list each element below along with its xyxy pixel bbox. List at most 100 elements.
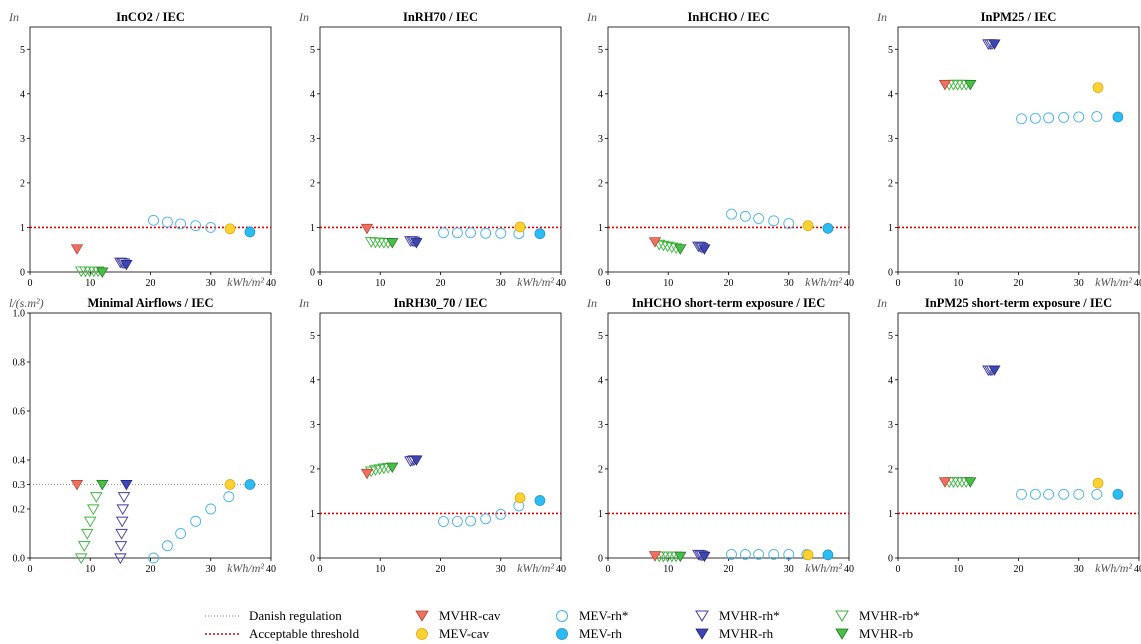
- legend-label: MEV-cav: [439, 626, 490, 641]
- y-tick-label: 0.4: [13, 456, 26, 467]
- point-mvhr-rh-star: [115, 528, 128, 540]
- legend-item-mvhr-rh-star: MVHR-rh*: [695, 608, 780, 624]
- legend-label: Acceptable threshold: [249, 626, 360, 641]
- point-mvhr-rb: [674, 551, 687, 563]
- point-mev-rh-star: [205, 222, 217, 233]
- point-mev-rh: [822, 549, 834, 561]
- x-tick-label: 30: [784, 278, 794, 289]
- point-mvhr-cav: [70, 480, 84, 491]
- x-axis-label: kWh/m²: [517, 561, 554, 575]
- x-tick-label: 0: [28, 278, 33, 289]
- x-axis-label: kWh/m²: [227, 561, 264, 575]
- x-tick-label: 10: [85, 278, 95, 289]
- x-axis-label: kWh/m²: [1095, 561, 1132, 575]
- y-tick-label: 3: [310, 420, 315, 431]
- point-mev-rh-star: [1043, 488, 1055, 500]
- x-axis-label: kWh/m²: [1095, 275, 1132, 289]
- legend-item-mvhr-rh: MVHR-rh: [695, 626, 773, 642]
- legend-label: MVHR-rb: [859, 626, 914, 641]
- point-mvhr-rb-star: [80, 528, 94, 540]
- y-tick-label: 0: [888, 268, 893, 279]
- y-tick-label: 0.0: [13, 554, 26, 565]
- x-tick-label: 40: [266, 564, 276, 575]
- legend-marker-triangle-filled-navy: [695, 628, 709, 640]
- y-tick-label: 5: [598, 45, 603, 56]
- legend-item-acceptable-threshold: Acceptable threshold: [205, 626, 359, 642]
- x-tick-label: 0: [896, 278, 901, 289]
- y-tick-label: 5: [888, 45, 893, 56]
- legend-marker-triangle-filled-green: [835, 628, 849, 640]
- y-tick-label: 3: [20, 134, 25, 145]
- point-mev-rh-star: [495, 508, 507, 520]
- plot-frame: [607, 312, 850, 559]
- chart-title: InRH70 / IEC: [403, 10, 478, 24]
- point-mvhr-cav: [360, 223, 374, 235]
- point-mvhr-cav: [648, 551, 662, 562]
- point-mev-rh: [534, 495, 546, 506]
- y-axis-label: In: [8, 10, 19, 24]
- legend-marker-circle-open-blue: [556, 610, 568, 622]
- y-axis-label: In: [586, 296, 597, 310]
- x-tick-label: 30: [496, 564, 506, 575]
- x-tick-label: 10: [375, 278, 385, 289]
- y-tick-label: 5: [310, 331, 315, 342]
- y-tick-label: 1: [20, 223, 25, 234]
- y-axis-label: l/(s.m²): [9, 296, 44, 310]
- y-tick-label: 2: [888, 178, 893, 189]
- legend-item-mev-rh: MEV-rh: [555, 626, 622, 642]
- point-mvhr-rb-star: [74, 553, 88, 565]
- point-mvhr-rb-star: [86, 504, 100, 516]
- x-tick-label: 10: [85, 564, 95, 575]
- x-tick-label: 30: [206, 278, 216, 289]
- y-tick-label: 0: [310, 268, 315, 279]
- x-axis-label: kWh/m²: [227, 275, 264, 289]
- y-tick-label: 2: [598, 464, 603, 475]
- y-axis-label: In: [298, 296, 309, 310]
- legend-item-mvhr-cav: MVHR-cav: [415, 608, 500, 624]
- point-mev-rh-star: [1073, 488, 1085, 500]
- legend-item-danish-regulation: Danish regulation: [205, 608, 342, 624]
- y-tick-label: 2: [310, 464, 315, 475]
- x-tick-label: 30: [496, 278, 506, 289]
- point-mev-rh-star: [190, 220, 202, 232]
- point-mev-rh-star: [205, 503, 217, 515]
- x-tick-label: 0: [606, 564, 611, 575]
- y-tick-label: 3: [598, 420, 603, 431]
- x-tick-label: 40: [844, 278, 854, 289]
- x-tick-label: 10: [663, 278, 673, 289]
- point-mvhr-rh: [988, 39, 1001, 50]
- point-mvhr-rb: [386, 238, 399, 249]
- plot-frame: [319, 312, 562, 559]
- y-tick-label: 3: [888, 134, 893, 145]
- point-mvhr-rb-star: [373, 464, 386, 476]
- y-tick-label: 1: [310, 509, 315, 520]
- y-tick-label: 0: [598, 554, 603, 565]
- point-mev-cav: [224, 479, 236, 490]
- legend-label: Danish regulation: [249, 608, 342, 623]
- point-mev-rh-star: [1073, 111, 1085, 123]
- y-tick-label: 0.8: [13, 358, 26, 369]
- y-tick-label: 2: [310, 178, 315, 189]
- point-mvhr-cav: [70, 244, 84, 255]
- chart-title: Minimal Airflows / IEC: [87, 296, 213, 310]
- point-mvhr-rh: [410, 455, 423, 466]
- plot-frame: [319, 26, 562, 273]
- point-mev-cav: [802, 220, 814, 232]
- x-tick-label: 0: [896, 564, 901, 575]
- point-mev-rh-star: [726, 208, 737, 220]
- x-tick-label: 20: [436, 278, 446, 289]
- x-tick-label: 0: [606, 278, 611, 289]
- x-tick-label: 10: [953, 278, 963, 289]
- x-tick-label: 30: [784, 564, 794, 575]
- y-tick-label: 3: [598, 134, 603, 145]
- point-mvhr-rb: [964, 477, 977, 488]
- x-tick-label: 0: [318, 278, 323, 289]
- plot-frame: [897, 312, 1140, 559]
- legend-marker-triangle-filled-red: [415, 610, 429, 622]
- x-axis-label: kWh/m²: [805, 561, 842, 575]
- x-tick-label: 20: [436, 564, 446, 575]
- y-tick-label: 2: [598, 178, 603, 189]
